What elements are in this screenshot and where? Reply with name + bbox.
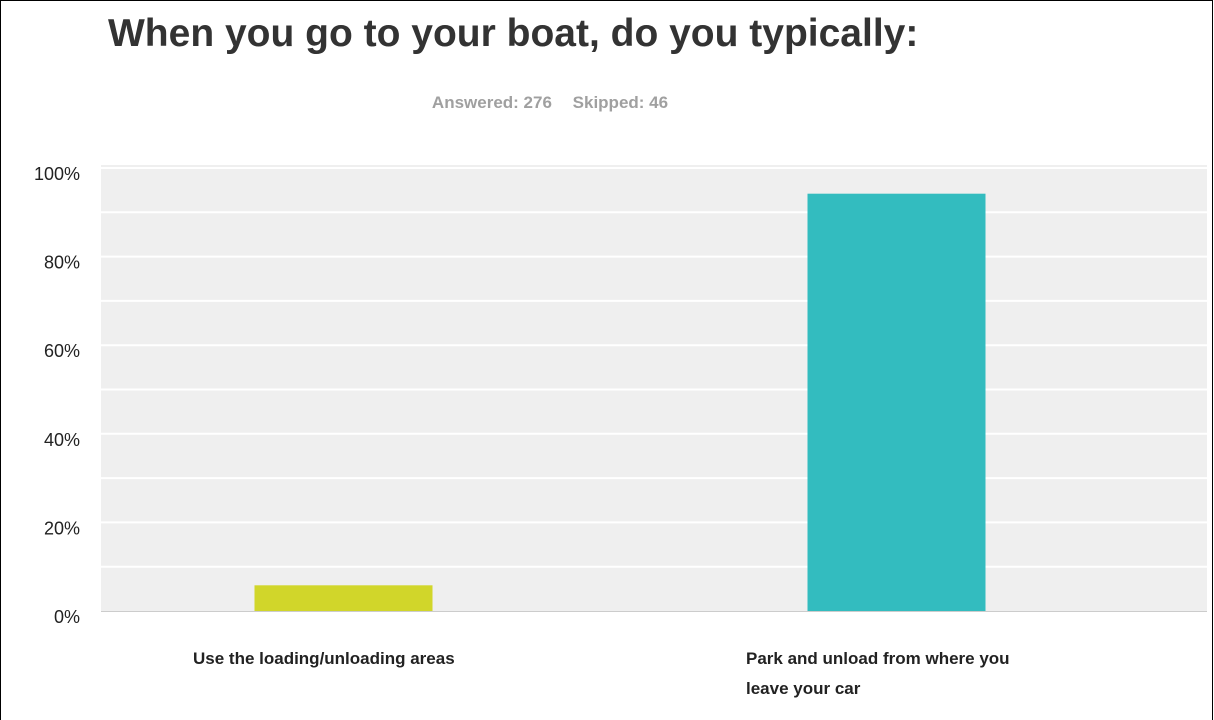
bar-2: [807, 193, 986, 611]
y-tick-label: 40%: [44, 430, 80, 450]
category-label-2: Park and unload from where you leave your…: [746, 649, 1010, 698]
plot-background: [101, 165, 1207, 611]
y-tick-label: 0%: [54, 607, 80, 627]
y-tick-label: 60%: [44, 341, 80, 361]
skipped-count: Skipped: 46: [572, 93, 669, 112]
y-tick-label: 80%: [44, 253, 80, 273]
bar-1: [254, 585, 433, 611]
chart-title: When you go to your boat, do you typical…: [108, 12, 919, 55]
category-label-1: Use the loading/unloading areas: [193, 649, 455, 668]
y-tick-label: 100%: [34, 164, 80, 184]
answered-count: Answered: 276: [431, 93, 552, 112]
y-tick-label: 20%: [44, 518, 80, 538]
response-stats: Answered: 276 Skipped: 46: [0, 93, 1100, 113]
